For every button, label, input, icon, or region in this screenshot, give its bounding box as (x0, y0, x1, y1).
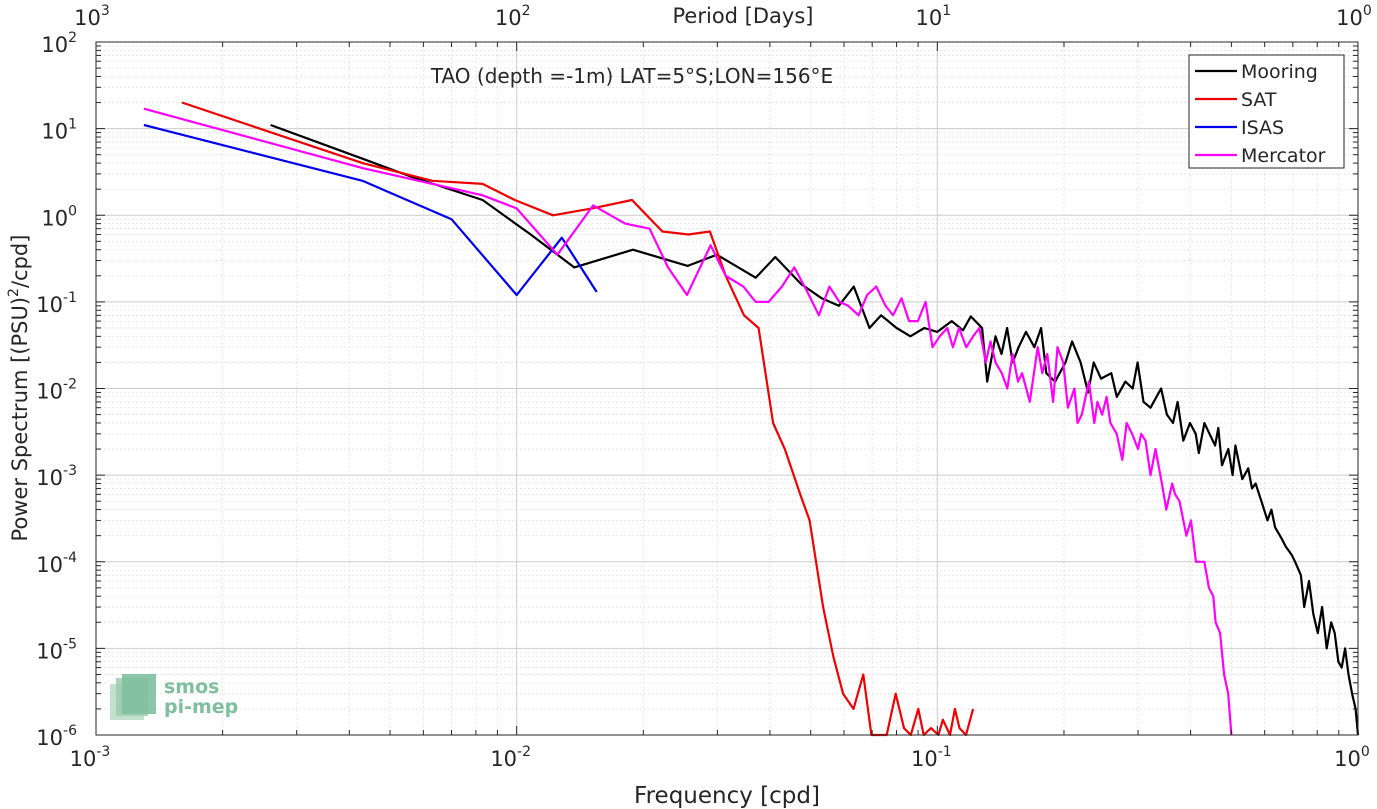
top-tick-label-exp: 2 (522, 3, 531, 19)
watermark-line1: smos (164, 676, 219, 698)
y-tick-label: 10-3 (36, 463, 77, 490)
top-tick-label-base: 10 (1336, 6, 1363, 30)
watermark-logo: smos pi-mep (110, 674, 238, 720)
x-tick-label-exp: -2 (517, 744, 531, 760)
top-tick-label-exp: 0 (1363, 3, 1372, 19)
y-tick-label-base: 10 (36, 380, 63, 404)
top-tick-label: 101 (916, 3, 952, 30)
series-line-sat (181, 101, 975, 737)
x-tick-label: 10-1 (911, 744, 952, 771)
y-axis-label-tail: /cpd] (8, 235, 32, 288)
ticks (95, 41, 1359, 736)
y-tick-label: 100 (41, 203, 77, 230)
legend-label-mercator: Mercator (1241, 145, 1326, 167)
y-tick-label-base: 10 (36, 639, 63, 663)
top-tick-label: 100 (1336, 3, 1372, 30)
y-tick-label-exp: -1 (63, 290, 77, 306)
y-axis-label: Power Spectrum [(PSU)2/cpd] (6, 235, 32, 542)
x-tick-label-exp: -1 (938, 744, 952, 760)
y-tick-label-exp: -2 (63, 377, 77, 393)
watermark-line2: pi-mep (164, 696, 238, 718)
top-tick-label-exp: 1 (942, 3, 951, 19)
y-tick-label: 10-2 (36, 377, 77, 404)
top-tick-label-exp: 3 (101, 3, 110, 19)
series-line-isas (143, 123, 598, 297)
top-tick-label-base: 10 (74, 6, 101, 30)
series-layer (143, 101, 1360, 737)
y-tick-label-exp: -4 (63, 550, 77, 566)
chart-title: TAO (depth =-1m) LAT=5°S;LON=156°E (430, 64, 833, 88)
x-tick-label-base: 10 (490, 747, 517, 771)
y-tick-label: 10-1 (36, 290, 77, 317)
y-tick-label-exp: 0 (68, 203, 77, 219)
series-line-mercator (143, 107, 1233, 736)
watermark-square-3 (122, 674, 156, 714)
legend-label-sat: SAT (1241, 89, 1277, 111)
y-tick-label-exp: -3 (63, 463, 77, 479)
y-tick-label-base: 10 (36, 553, 63, 577)
y-tick-label: 102 (41, 30, 77, 57)
top-tick-label-base: 10 (916, 6, 943, 30)
y-tick-label: 10-5 (36, 636, 77, 663)
y-axis-label-main: Power Spectrum [(PSU) (8, 297, 32, 542)
y-tick-label: 10-6 (36, 723, 77, 750)
y-axis-label-sup: 2 (6, 288, 22, 297)
y-tick-label-base: 10 (36, 726, 63, 750)
y-tick-label-base: 10 (41, 206, 68, 230)
top-tick-labels: 103 102 101 100 (74, 3, 1372, 30)
x-tick-label-base: 10 (70, 747, 97, 771)
y-tick-label-exp: 2 (68, 30, 77, 46)
top-axis-label: Period [Days] (673, 4, 814, 28)
y-tick-label-exp: -5 (63, 636, 77, 652)
legend-box (1188, 54, 1345, 169)
top-tick-label: 102 (495, 3, 531, 30)
y-tick-label: 10-4 (36, 550, 77, 577)
legend-label-mooring: Mooring (1241, 61, 1318, 83)
top-tick-label-base: 10 (495, 6, 522, 30)
y-tick-label-base: 10 (41, 120, 68, 144)
y-tick-label-base: 10 (41, 33, 68, 57)
x-tick-label-base: 10 (911, 747, 938, 771)
y-tick-label-exp: 1 (68, 117, 77, 133)
legend-label-isas: ISAS (1241, 117, 1284, 139)
x-tick-label-base: 10 (1334, 747, 1361, 771)
y-tick-label: 101 (41, 117, 77, 144)
x-tick-label-exp: 0 (1361, 744, 1370, 760)
y-tick-label-base: 10 (36, 293, 63, 317)
x-tick-label: 10-2 (490, 744, 531, 771)
top-tick-label: 103 (74, 3, 110, 30)
series-line-mooring (270, 123, 1360, 736)
y-tick-label-base: 10 (36, 466, 63, 490)
svg-text:Power Spectrum [(PSU)2/cpd]: Power Spectrum [(PSU)2/cpd] (6, 235, 32, 542)
x-tick-label-exp: -3 (96, 744, 110, 760)
x-tick-labels: 10-3 10-2 10-1 100 (70, 744, 1370, 771)
x-tick-label: 10-3 (70, 744, 111, 771)
legend: Mooring SAT ISAS Mercator (1188, 54, 1345, 169)
x-axis-label: Frequency [cpd] (634, 783, 820, 809)
x-tick-label: 100 (1334, 744, 1370, 771)
y-tick-label-exp: -6 (63, 723, 77, 739)
